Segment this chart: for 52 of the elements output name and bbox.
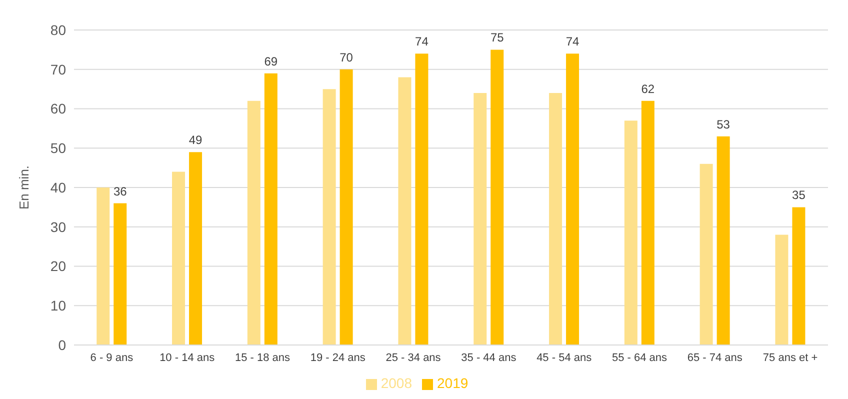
bar [474, 93, 487, 345]
bar [566, 54, 580, 345]
y-tick-label: 20 [50, 258, 66, 274]
x-tick-label: 6 - 9 ans [90, 352, 134, 364]
bar [775, 234, 788, 345]
bar [549, 93, 562, 345]
legend-label: 2008 [380, 375, 412, 391]
bar [247, 100, 260, 345]
data-label: 74 [566, 34, 580, 49]
x-tick-label: 19 - 24 ans [310, 352, 366, 364]
y-tick-label: 30 [50, 218, 66, 235]
data-label: 49 [188, 133, 203, 148]
bar [114, 203, 127, 345]
y-tick-label: 70 [50, 61, 66, 78]
data-label: 75 [490, 30, 504, 45]
x-tick-label: 55 - 64 ans [612, 352, 668, 364]
y-tick-label: 60 [50, 100, 66, 117]
y-tick-label: 40 [50, 179, 66, 196]
bar [96, 188, 110, 345]
bar [716, 136, 730, 345]
data-label: 69 [264, 54, 278, 68]
x-tick-label: 25 - 34 ans [386, 352, 442, 364]
bar [415, 54, 428, 345]
bar [700, 164, 713, 345]
data-label: 36 [113, 184, 128, 198]
y-tick-label: 0 [58, 336, 66, 353]
data-label: 74 [415, 34, 429, 49]
x-tick-label: 65 - 74 ans [687, 352, 743, 364]
y-tick-label: 50 [50, 140, 66, 156]
bar [189, 152, 202, 345]
bar [641, 100, 654, 345]
legend-label: 2019 [437, 375, 468, 391]
x-tick-label: 15 - 18 ans [234, 352, 291, 364]
bar [490, 50, 504, 345]
bar [340, 69, 353, 345]
bar [398, 77, 412, 345]
data-label: 70 [340, 50, 354, 64]
y-tick-label: 80 [50, 22, 66, 38]
x-tick-label: 35 - 44 ans [461, 352, 517, 364]
bar [624, 120, 638, 345]
bar [792, 207, 806, 345]
data-label: 62 [641, 82, 655, 96]
x-tick-label: 10 - 14 ans [160, 352, 216, 364]
x-tick-label: 45 - 54 ans [536, 352, 592, 364]
y-tick-label: 10 [50, 298, 66, 314]
data-label: 35 [792, 188, 806, 202]
x-tick-label: 75 ans et + [762, 352, 818, 364]
bar [172, 172, 186, 345]
data-label: 53 [716, 117, 730, 132]
bar [264, 73, 278, 345]
y-axis-title: En min. [16, 165, 32, 210]
bar [322, 89, 336, 345]
